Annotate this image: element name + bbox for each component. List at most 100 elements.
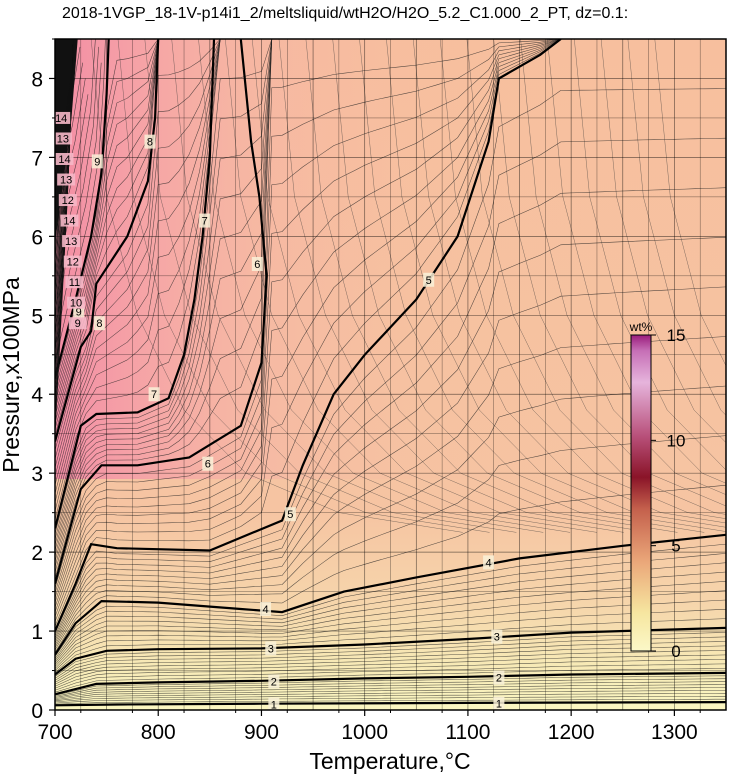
x-tick-label: 1100 — [445, 721, 490, 744]
contour-label: 13 — [55, 132, 72, 145]
minor-contour-line — [55, 39, 726, 573]
contour-label-bg — [493, 696, 505, 710]
minor-contour-line — [55, 39, 726, 477]
contour-label-bg — [73, 304, 85, 319]
contour-label-text: 13 — [60, 175, 72, 187]
contour-label-bg — [202, 456, 214, 471]
contour-label: 12 — [58, 194, 77, 207]
y-tick-label: 6 — [31, 226, 43, 249]
contour-label: 5 — [284, 507, 296, 522]
x-axis: 700 800 900 1000 1100 1200 1300 — [37, 710, 701, 744]
contour-label: 2 — [268, 674, 280, 689]
contour-label-text: 11 — [69, 277, 80, 289]
contour-label-bg — [55, 132, 72, 145]
x-axis-label: Temperature,°C — [309, 748, 470, 774]
contour-label: 6 — [251, 256, 263, 271]
contour-line-1 — [55, 701, 726, 707]
contour-label-bg — [268, 674, 280, 689]
y-tick-label: 0 — [31, 700, 43, 723]
contour-label-text: 5 — [287, 509, 293, 521]
minor-contour-line — [55, 39, 726, 486]
x-tick-label: 1300 — [651, 721, 698, 744]
contour-label-text: 14 — [63, 216, 75, 228]
y-tick-label: 1 — [31, 621, 43, 644]
contour-label-text: 1 — [496, 699, 502, 711]
major-contours — [55, 39, 726, 707]
minor-contour-line — [55, 39, 726, 562]
contour-line-7 — [55, 39, 216, 529]
contour-label-bg — [65, 276, 84, 289]
contour-label-text: 5 — [426, 275, 432, 287]
minor-contour-line — [55, 62, 102, 347]
contour-label-text: 14 — [58, 154, 70, 166]
contour-label-bg — [491, 629, 503, 644]
contour-label: 1 — [268, 697, 280, 711]
contour-label-text: 12 — [67, 257, 79, 269]
minor-contour-line — [55, 39, 726, 451]
contour-label: 11 — [65, 276, 84, 289]
y-tick-label: 3 — [31, 463, 43, 486]
contour-label-bg — [144, 134, 156, 149]
colorbar-tick-label: 10 — [667, 431, 686, 450]
colorbar-gradient — [630, 334, 652, 652]
contour-label-bg — [63, 255, 82, 268]
contour-label-bg — [493, 670, 505, 685]
colorbar-unit: wt% — [629, 320, 653, 334]
colorbar-tick-label: 15 — [667, 326, 686, 345]
contour-label-bg — [260, 601, 272, 616]
colorbar-ticks: 0 5 10 15 — [651, 326, 685, 661]
contour-label: 5 — [423, 272, 435, 287]
contour-label: 14 — [55, 152, 74, 166]
contour-label-bg — [68, 317, 87, 330]
minor-contour-line — [55, 39, 726, 494]
x-tick-label: 900 — [244, 721, 279, 744]
contour-label-bg — [55, 152, 74, 165]
contour-label: 4 — [483, 555, 495, 570]
y-tick-label: 2 — [31, 542, 43, 565]
contour-label-text: 9 — [94, 156, 100, 168]
y-axis-label: Pressure,x100MPa — [0, 277, 24, 473]
contour-label: 8 — [144, 134, 156, 149]
minor-contour-line — [55, 39, 726, 460]
contour-label: 3 — [491, 629, 503, 644]
contour-label-bg — [58, 194, 77, 207]
minor-contour-line — [55, 39, 726, 520]
contour-label-bg — [57, 173, 76, 186]
contour-label-text: 7 — [202, 216, 208, 228]
contour-label-text: 3 — [268, 643, 274, 655]
contour-label-text: 7 — [151, 389, 157, 401]
y-tick-label: 7 — [31, 147, 43, 170]
contour-label: 4 — [260, 601, 272, 616]
contour-label: 9 — [73, 304, 85, 319]
contour-line-9 — [55, 39, 110, 379]
contour-label: 2 — [493, 670, 505, 685]
minor-contour-line — [55, 39, 726, 579]
contour-label-text: 1 — [271, 699, 277, 711]
contour-label-bg — [55, 111, 71, 124]
contour-label: 14 — [60, 214, 79, 228]
contour-label-text: 6 — [254, 259, 260, 271]
colorbar-tick-label: 5 — [671, 537, 680, 556]
contour-label: 13 — [62, 235, 81, 248]
contour-label-bg — [199, 213, 211, 228]
minor-contour-line — [55, 39, 726, 546]
contour-label-bg — [91, 154, 103, 169]
minor-contour-line — [55, 39, 726, 503]
contour-label: 10 — [67, 296, 86, 310]
contour-label-text: 4 — [486, 557, 492, 569]
contour-label-bg — [60, 214, 79, 227]
contour-label-text: 6 — [205, 459, 211, 471]
x-tick-label: 700 — [37, 721, 72, 744]
contour-label-text: 4 — [263, 604, 269, 616]
contour-label-text: 8 — [147, 137, 153, 149]
x-tick-label: 1000 — [341, 721, 388, 744]
contour-label-text: 9 — [75, 318, 81, 330]
contour-label-text: 2 — [496, 673, 502, 685]
contour-label: 12 — [63, 255, 82, 269]
colorbar-tick-label: 0 — [671, 642, 680, 661]
contour-label-text: 12 — [62, 195, 74, 207]
y-tick-label: 5 — [31, 305, 43, 328]
contour-label: 8 — [93, 316, 105, 331]
